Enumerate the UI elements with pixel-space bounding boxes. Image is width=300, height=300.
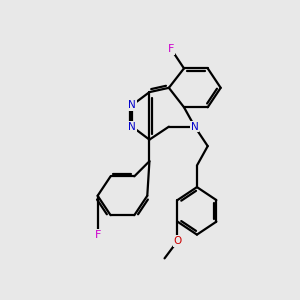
Text: N: N: [191, 122, 199, 132]
Text: N: N: [128, 122, 136, 132]
Text: O: O: [173, 236, 181, 246]
Text: F: F: [94, 230, 101, 240]
Text: F: F: [168, 44, 174, 54]
Text: N: N: [128, 100, 136, 110]
